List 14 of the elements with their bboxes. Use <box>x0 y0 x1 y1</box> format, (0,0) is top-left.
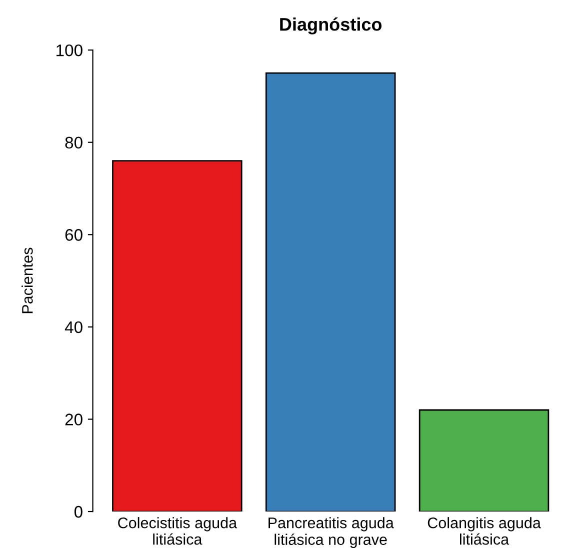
y-tick-label: 20 <box>65 414 82 426</box>
bar <box>418 409 550 512</box>
chart-title: Diagnóstico <box>280 17 382 34</box>
bar <box>112 160 242 512</box>
x-tick-label: Pancreatitis aguda litiásica no grave <box>268 517 394 548</box>
y-tick-label: 80 <box>65 136 82 149</box>
y-tick-label: 60 <box>65 229 82 241</box>
y-tick-label: 40 <box>64 321 82 334</box>
y-axis-title: Pacientes <box>22 248 33 314</box>
x-tick-label: Colangitis aguda litiásica <box>428 517 541 545</box>
y-tick-label: 100 <box>56 44 82 56</box>
bar <box>265 72 396 512</box>
x-tick-label: Colecistitis aguda litiásica <box>118 517 238 545</box>
y-tick-label: 0 <box>74 506 82 518</box>
